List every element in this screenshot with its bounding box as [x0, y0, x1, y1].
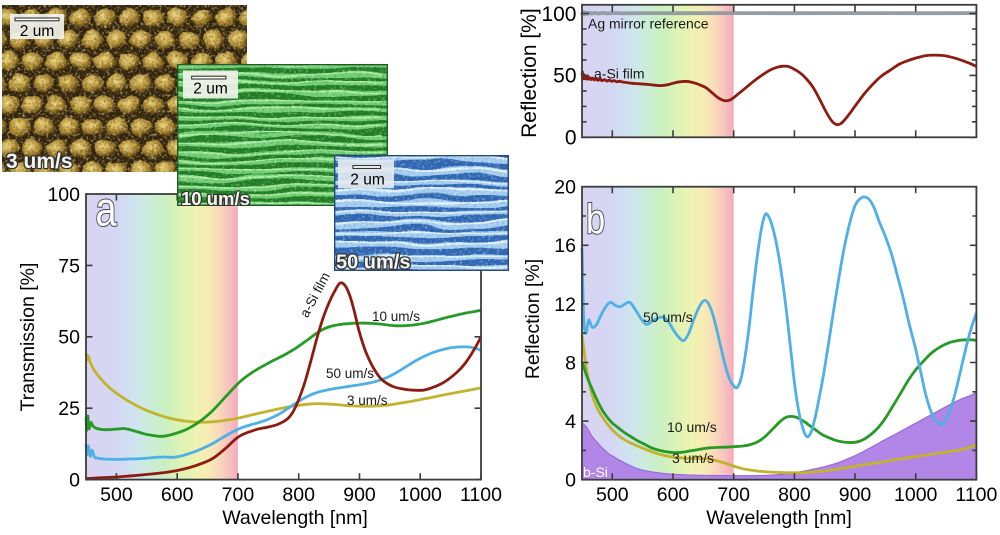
- svg-text:10 um/s: 10 um/s: [667, 419, 717, 435]
- svg-text:2 um: 2 um: [20, 23, 54, 40]
- svg-text:3 um/s: 3 um/s: [6, 150, 73, 172]
- svg-text:10 um/s: 10 um/s: [372, 309, 420, 324]
- svg-text:75: 75: [58, 255, 80, 277]
- svg-text:50 um/s: 50 um/s: [643, 309, 693, 325]
- svg-text:900: 900: [343, 484, 376, 506]
- svg-text:600: 600: [161, 484, 194, 506]
- svg-text:600: 600: [657, 484, 690, 506]
- svg-text:1000: 1000: [894, 484, 938, 506]
- svg-text:Transmission [%]: Transmission [%]: [17, 263, 39, 412]
- svg-text:3 um/s: 3 um/s: [672, 450, 714, 466]
- svg-text:a-Si film: a-Si film: [594, 66, 645, 82]
- svg-text:500: 500: [100, 484, 133, 506]
- svg-text:Reflection [%]: Reflection [%]: [518, 8, 541, 138]
- svg-text:Wavelength [nm]: Wavelength [nm]: [706, 507, 852, 529]
- svg-text:12: 12: [554, 294, 576, 316]
- svg-text:1100: 1100: [460, 484, 502, 506]
- svg-text:800: 800: [282, 484, 315, 506]
- svg-text:1100: 1100: [955, 484, 997, 506]
- svg-text:3 um/s: 3 um/s: [347, 393, 388, 408]
- svg-text:10 um/s: 10 um/s: [181, 188, 250, 206]
- svg-text:0: 0: [565, 470, 576, 492]
- svg-text:500: 500: [596, 484, 629, 506]
- svg-text:25: 25: [58, 398, 80, 420]
- svg-text:0: 0: [69, 470, 80, 492]
- svg-text:4: 4: [565, 411, 576, 433]
- svg-text:100: 100: [541, 3, 576, 26]
- svg-text:700: 700: [222, 484, 255, 506]
- svg-text:50 um/s: 50 um/s: [336, 252, 410, 272]
- svg-text:b: b: [586, 196, 605, 243]
- svg-text:8: 8: [565, 352, 576, 374]
- svg-text:a: a: [96, 183, 118, 236]
- svg-text:700: 700: [717, 484, 750, 506]
- svg-text:100: 100: [47, 184, 80, 206]
- svg-text:50 um/s: 50 um/s: [326, 366, 374, 381]
- svg-text:0: 0: [565, 127, 577, 150]
- svg-text:50: 50: [58, 327, 80, 349]
- svg-text:1000: 1000: [399, 484, 443, 506]
- svg-text:900: 900: [839, 484, 872, 506]
- svg-text:50: 50: [553, 65, 576, 88]
- svg-text:2 um: 2 um: [350, 172, 384, 189]
- svg-text:Ag mirror reference: Ag mirror reference: [588, 16, 709, 32]
- svg-text:16: 16: [554, 235, 576, 257]
- svg-text:800: 800: [778, 484, 811, 506]
- svg-text:b-Si: b-Si: [583, 464, 608, 480]
- svg-text:20: 20: [554, 177, 576, 199]
- svg-text:Wavelength [nm]: Wavelength [nm]: [222, 507, 368, 529]
- svg-text:2 um: 2 um: [193, 81, 227, 98]
- svg-text:Reflection [%]: Reflection [%]: [522, 259, 544, 379]
